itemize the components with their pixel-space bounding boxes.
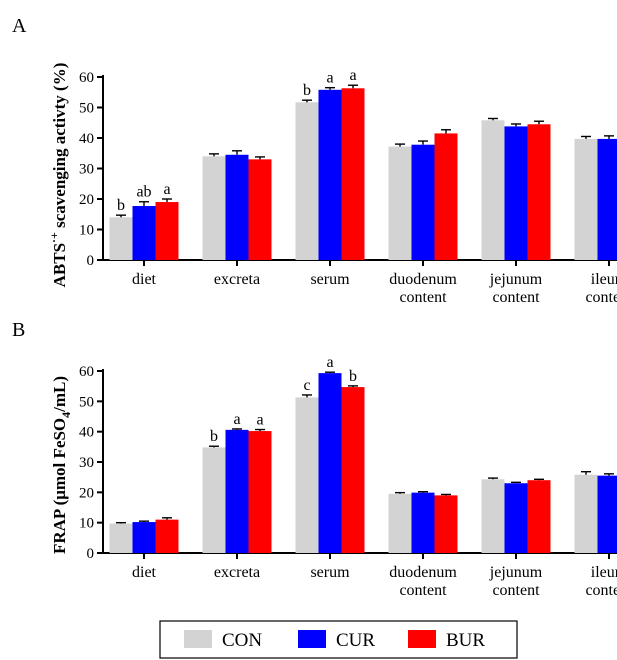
panel-a-bar-cur	[318, 89, 342, 260]
panel-a-bar-con	[574, 138, 598, 260]
panel-b-significance-letter: c	[303, 377, 310, 394]
panel-b-ytick-label: 30	[79, 455, 94, 471]
panel-b-ytick-label: 0	[87, 546, 95, 562]
panel-a-bar-cur	[225, 154, 249, 260]
panel-a-category-label: content	[399, 289, 447, 306]
panel-b-category-label: excreta	[214, 564, 260, 581]
panel-b-bar-bur	[527, 480, 551, 553]
panel-a-category-label: duodenum	[389, 271, 457, 288]
panel-a-significance-letter: a	[326, 70, 333, 87]
legend-label-con: CON	[222, 630, 262, 651]
panel-a-category-label: ileum	[591, 271, 617, 288]
panel-b-bar-cur	[318, 373, 342, 553]
panel-a-category-label: diet	[132, 271, 157, 288]
panel-b-category-label: serum	[310, 564, 350, 581]
panel-a-ylabel: ABTS·+ scavenging activty (%)	[47, 63, 69, 288]
panel-b-bar-con	[481, 479, 505, 553]
panel-b-ytick-label: 40	[79, 425, 94, 441]
panel-b-category-label: ileum	[591, 564, 617, 581]
legend: CON CUR BUR	[159, 620, 518, 659]
panel-b-bar-bur	[155, 519, 179, 553]
panel-a-significance-letter: a	[349, 67, 356, 84]
panel-a-bar-con	[388, 146, 412, 260]
panel-b-bar-cur	[597, 475, 617, 553]
panel-a-category-label: jejunum	[489, 271, 543, 288]
panel-b-category-label: jejunum	[489, 564, 543, 581]
panel-a-significance-letter: a	[163, 181, 170, 198]
panel-a-bar-bur	[527, 124, 551, 261]
panel-a-ytick-label: 50	[79, 101, 94, 117]
panel-b-ylabel: FRAP (μmol FeSO4/mL)	[50, 376, 73, 554]
panel-a-bar-con	[202, 156, 226, 260]
panel-b-ytick-label: 10	[79, 516, 94, 532]
panel-a-significance-letter: b	[117, 197, 125, 214]
panel-b-ytick-label: 50	[79, 394, 94, 410]
panel-a-bar-con	[481, 120, 505, 260]
panel-a-ytick-label: 40	[79, 131, 94, 147]
panel-b-bar-con	[109, 523, 133, 553]
panel-b-category-label: content	[492, 582, 540, 599]
panel-a-significance-letter: b	[303, 82, 311, 99]
panel-a-ytick-label: 60	[79, 70, 94, 86]
panel-a-label: A	[12, 15, 27, 37]
panel-a-bar-cur	[132, 206, 156, 260]
panel-a-category-label: excreta	[214, 271, 260, 288]
panel-b-bar-bur	[434, 495, 458, 553]
panel-b-category-label: duodenum	[389, 564, 457, 581]
panel-b-ytick-label: 20	[79, 485, 94, 501]
panel-b-bar-cur	[132, 522, 156, 553]
legend-swatch-bur	[408, 630, 436, 648]
panel-b-category-label: content	[399, 582, 447, 599]
panel-a-bar-bur	[341, 88, 365, 260]
panel-b-bar-con	[574, 474, 598, 553]
panel-b-bar-bur	[248, 431, 272, 553]
legend-swatch-con	[184, 630, 212, 648]
panel-a-bar-con	[109, 217, 133, 260]
panel-b-label: B	[12, 319, 25, 341]
panel-b-bar-con	[202, 447, 226, 553]
panel-b-bar-cur	[411, 492, 435, 553]
legend-swatch-cur	[298, 630, 326, 648]
panel-a-bar-cur	[597, 138, 617, 260]
panel-a-significance-letter: ab	[136, 184, 151, 201]
panel-a-bar-con	[295, 102, 319, 260]
panel-b-significance-letter: a	[256, 412, 263, 429]
panel-a-ytick-label: 20	[79, 192, 94, 208]
panel-b-significance-letter: b	[210, 428, 218, 445]
panel-a-category-label: content	[492, 289, 540, 306]
legend-box	[159, 620, 518, 659]
panel-a-bar-cur	[504, 126, 528, 260]
panel-b-bar-cur	[504, 483, 528, 553]
panel-a-bar-bur	[155, 202, 179, 260]
panel-a-bar-cur	[411, 144, 435, 260]
panel-b-bar-bur	[341, 387, 365, 553]
panel-a-ytick-label: 0	[87, 253, 95, 269]
panel-b-category-label: content	[585, 582, 617, 599]
panel-b-bar-cur	[225, 429, 249, 553]
panel-a-ytick-label: 10	[79, 223, 94, 239]
panel-a-category-label: content	[585, 289, 617, 306]
legend-label-bur: BUR	[446, 630, 485, 651]
panel-b-significance-letter: b	[349, 368, 357, 385]
panel-a-ytick-label: 30	[79, 162, 94, 178]
panel-b-category-label: diet	[132, 564, 157, 581]
panel-a-category-label: serum	[310, 271, 350, 288]
panel-b-significance-letter: a	[233, 411, 240, 428]
legend-label-cur: CUR	[336, 630, 375, 651]
panel-a-bar-bur	[434, 133, 458, 260]
panel-b-bar-con	[388, 493, 412, 553]
panel-b-bar-con	[295, 397, 319, 553]
panel-b-significance-letter: a	[326, 354, 333, 371]
panel-a-bar-bur	[248, 159, 272, 260]
panel-b-ytick-label: 60	[79, 364, 94, 380]
